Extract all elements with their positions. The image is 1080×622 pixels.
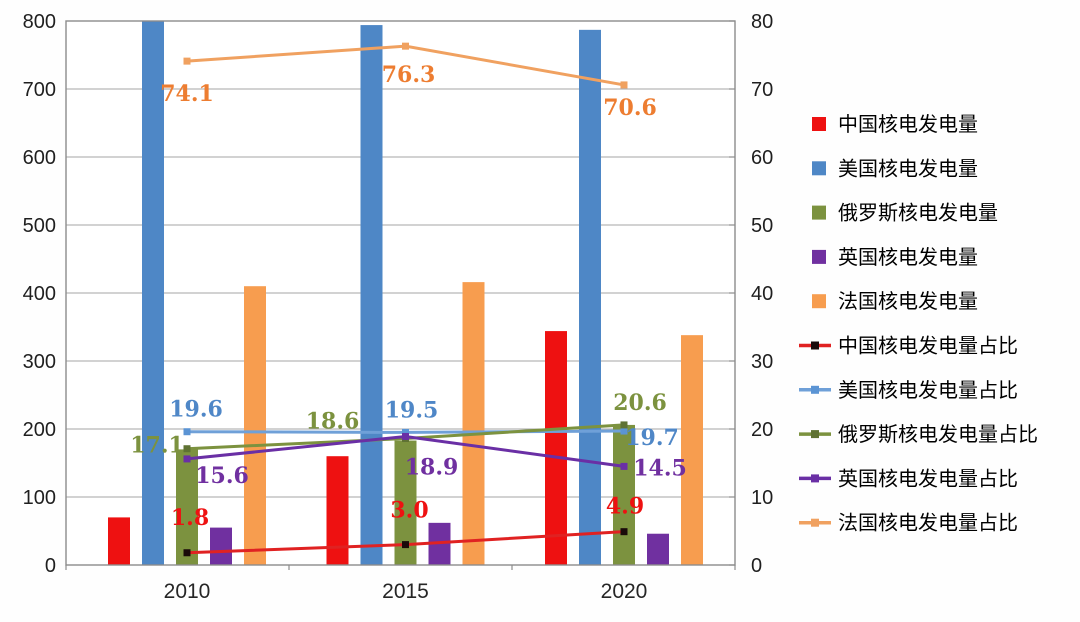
- bar-uk-2020: [647, 533, 669, 565]
- bar-france-2015: [462, 282, 485, 565]
- data-label-france-share-2020: 70.6: [603, 95, 657, 121]
- bar-russia-2010: [176, 449, 198, 565]
- marker-us-share-2015: [402, 428, 409, 436]
- legend-label-china: 中国核电发电量: [838, 113, 978, 136]
- bar-us-2020: [579, 29, 601, 565]
- left-axis-label-800: 800: [23, 11, 56, 33]
- marker-france-share-2020: [620, 81, 628, 89]
- right-axis-label-60: 60: [751, 147, 773, 169]
- data-label-russia-share-2010: 17.1: [130, 433, 184, 459]
- data-label-uk-share-2020: 14.5: [633, 455, 687, 481]
- legend-label-uk: 英国核电发电量: [838, 246, 978, 269]
- legend-marker-uk-share: [811, 474, 819, 483]
- marker-us-share-2020: [620, 427, 628, 435]
- marker-china-share-2010: [183, 549, 191, 557]
- data-label-uk-share-2015: 18.9: [405, 454, 459, 480]
- bar-us-2010: [142, 21, 164, 565]
- legend-marker-us-share: [811, 385, 819, 394]
- data-label-china-share-2015: 3.0: [390, 498, 428, 524]
- data-label-us-share-2010: 19.6: [169, 397, 223, 423]
- legend-label-russia-share: 俄罗斯核电发电量占比: [838, 423, 1038, 446]
- left-axis-label-300: 300: [23, 351, 56, 373]
- data-label-russia-share-2015: 18.6: [306, 409, 360, 435]
- bar-russia-2020: [613, 424, 635, 565]
- left-axis-label-200: 200: [23, 419, 56, 441]
- legend-swatch-china: [812, 117, 826, 131]
- bar-russia-2015: [394, 440, 417, 565]
- bar-uk-2010: [210, 527, 232, 565]
- left-axis-label-100: 100: [23, 487, 56, 509]
- marker-russia-share-2020: [620, 421, 628, 429]
- marker-france-share-2010: [183, 57, 191, 65]
- bar-china-2020: [545, 331, 567, 565]
- data-label-china-share-2020: 4.9: [606, 494, 644, 520]
- bar-france-2020: [681, 335, 703, 565]
- marker-russia-share-2010: [183, 445, 191, 453]
- right-axis-label-40: 40: [751, 283, 773, 305]
- left-axis-label-500: 500: [23, 215, 56, 237]
- legend-marker-russia-share: [811, 430, 819, 439]
- x-axis-label-2015: 2015: [382, 580, 429, 603]
- legend-swatch-us: [812, 161, 826, 176]
- legend-label-us-share: 美国核电发电量占比: [838, 379, 1018, 402]
- bar-china-2010: [108, 517, 130, 565]
- left-axis-label-700: 700: [23, 79, 56, 101]
- legend-swatch-uk: [812, 249, 826, 264]
- right-axis-label-0: 0: [751, 555, 762, 577]
- right-axis-label-50: 50: [751, 215, 773, 237]
- bar-us-2015: [360, 25, 383, 565]
- data-label-china-share-2010: 1.8: [171, 505, 209, 531]
- x-axis-label-2020: 2020: [601, 580, 648, 603]
- marker-france-share-2015: [402, 42, 409, 50]
- legend-label-uk-share: 英国核电发电量占比: [838, 467, 1018, 490]
- left-axis-label-0: 0: [45, 555, 56, 577]
- legend-swatch-france: [812, 294, 826, 309]
- right-axis-label-70: 70: [751, 79, 773, 101]
- x-axis-label-2010: 2010: [164, 580, 211, 603]
- legend-label-france-share: 法国核电发电量占比: [838, 512, 1018, 535]
- bar-china-2015: [326, 456, 349, 565]
- legend-swatch-russia: [812, 205, 826, 220]
- legend-label-france: 法国核电发电量: [838, 290, 978, 313]
- data-label-uk-share-2010: 15.6: [195, 463, 249, 489]
- data-label-russia-share-2020: 20.6: [613, 390, 667, 416]
- legend-marker-france-share: [811, 518, 819, 527]
- right-axis-label-80: 80: [751, 11, 773, 33]
- marker-us-share-2010: [183, 428, 191, 436]
- data-label-france-share-2010: 74.1: [160, 81, 214, 107]
- right-axis-label-30: 30: [751, 351, 773, 373]
- right-axis-label-10: 10: [751, 487, 773, 509]
- legend-label-us: 美国核电发电量: [838, 157, 978, 180]
- marker-china-share-2020: [620, 528, 628, 536]
- data-label-us-share-2015: 19.5: [385, 397, 439, 423]
- left-axis-label-600: 600: [23, 147, 56, 169]
- data-label-france-share-2015: 76.3: [382, 62, 436, 88]
- legend-label-china-share: 中国核电发电量占比: [838, 335, 1018, 358]
- marker-uk-share-2020: [620, 462, 628, 470]
- bar-france-2010: [244, 286, 266, 565]
- data-label-us-share-2020: 19.7: [625, 425, 679, 451]
- marker-uk-share-2010: [183, 455, 191, 463]
- legend-marker-china-share: [811, 341, 819, 350]
- marker-china-share-2015: [402, 541, 409, 549]
- marker-uk-share-2015: [402, 432, 409, 440]
- legend-label-russia: 俄罗斯核电发电量: [838, 202, 998, 225]
- right-axis-label-20: 20: [751, 419, 773, 441]
- left-axis-label-400: 400: [23, 283, 56, 305]
